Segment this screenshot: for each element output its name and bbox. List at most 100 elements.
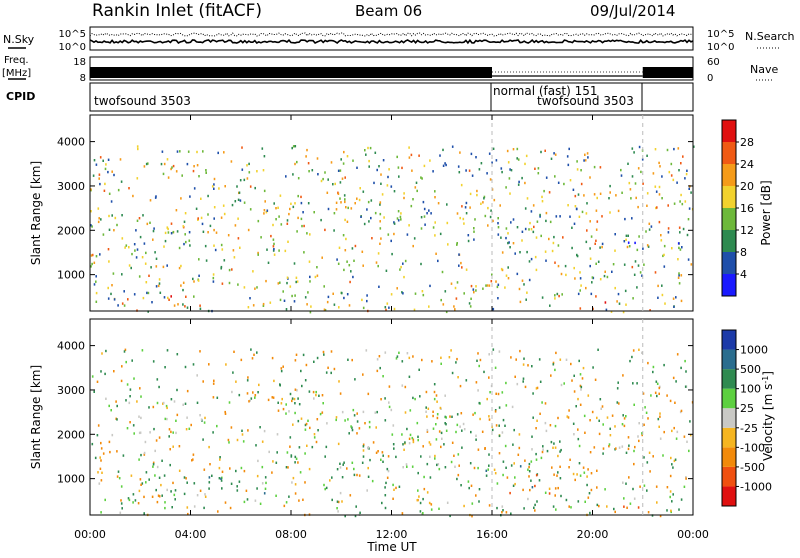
scatter-cell (669, 474, 672, 478)
scatter-cell (627, 447, 630, 451)
region-3-cell (102, 233, 105, 236)
scatter-cell (171, 506, 173, 509)
scatter-cell (419, 501, 422, 505)
scatter-cell (340, 158, 342, 161)
scatter-cell (163, 245, 165, 248)
scatter-cell (297, 177, 300, 180)
scatter-cell (99, 156, 102, 159)
region-8-cell (606, 275, 609, 279)
scatter-cell (428, 501, 431, 505)
scatter-cell (309, 233, 311, 236)
scatter-cell (460, 183, 463, 187)
scatter-cell (455, 297, 458, 300)
scatter-cell (553, 442, 555, 445)
scatter-cell (286, 276, 289, 279)
scatter-cell (528, 470, 531, 473)
scatter-cell (354, 514, 357, 518)
scatter-cell (100, 459, 102, 462)
scatter-cell (637, 435, 639, 438)
scatter-cell (218, 466, 221, 470)
scatter-cell (287, 466, 289, 469)
region-3-cell (307, 419, 309, 422)
scatter-cell (534, 503, 536, 507)
region-11-cell (677, 242, 680, 245)
scatter-cell (557, 264, 560, 268)
scatter-cell (366, 299, 368, 303)
region-8-cell (500, 267, 503, 271)
scatter-cell (507, 277, 510, 280)
scatter-cell (595, 295, 597, 298)
region-6-cell (413, 237, 416, 240)
scatter-cell (188, 239, 191, 242)
scatter-cell (514, 252, 516, 255)
scatter-cell (627, 162, 629, 165)
scatter-cell (640, 170, 642, 174)
scatter-cell (561, 293, 563, 296)
scatter-cell (586, 475, 588, 478)
scatter-cell (504, 286, 506, 289)
scatter-cell (344, 514, 346, 518)
scatter-cell (540, 456, 543, 460)
scatter-cell (365, 153, 367, 156)
region-4-cell (260, 236, 262, 239)
scatter-cell (659, 514, 662, 518)
scatter-cell (456, 413, 459, 416)
x-tick-label: 04:00 (175, 528, 207, 541)
region-4-cell (197, 218, 199, 221)
scatter-cell (670, 174, 673, 177)
scatter-cell (90, 210, 92, 213)
scatter-cell (678, 169, 680, 172)
scatter-cell (341, 291, 343, 295)
scatter-cell (135, 229, 137, 232)
scatter-cell (533, 225, 535, 229)
scatter-cell (432, 410, 434, 413)
scatter-cell (99, 467, 102, 470)
scatter-cell (523, 283, 525, 286)
region-11-cell (627, 234, 629, 237)
scatter-cell (671, 463, 673, 466)
velocity-colorbar-label: 25 (740, 402, 754, 415)
scatter-cell (327, 366, 329, 369)
region-7-cell (421, 290, 424, 293)
scatter-cell (164, 501, 166, 504)
scatter-cell (544, 250, 547, 253)
scatter-cell (393, 488, 395, 491)
scatter-cell (535, 458, 538, 461)
scatter-cell (293, 300, 296, 303)
scatter-cell (545, 211, 548, 215)
region-3-cell (166, 264, 168, 267)
scatter-cell (579, 403, 582, 406)
scatter-cell (133, 377, 135, 380)
scatter-cell (658, 161, 660, 165)
scatter-cell (470, 284, 473, 288)
scatter-cell (487, 224, 489, 227)
scatter-cell (646, 244, 649, 247)
region-3-cell (180, 264, 182, 268)
scatter-cell (412, 355, 414, 358)
scatter-cell (671, 429, 673, 433)
region-3-cell (188, 427, 191, 430)
scatter-cell (434, 234, 436, 237)
scatter-cell (524, 459, 526, 462)
scatter-cell (675, 380, 677, 383)
scatter-cell (410, 153, 413, 157)
region-4-cell (429, 476, 432, 479)
scatter-cell (135, 256, 138, 259)
scatter-cell (588, 492, 591, 495)
region-4-cell (232, 249, 235, 252)
scatter-cell (573, 390, 576, 393)
scatter-cell (136, 248, 139, 251)
scatter-cell (138, 217, 141, 220)
scatter-cell (192, 277, 194, 281)
scatter-cell (222, 204, 225, 207)
scatter-cell (356, 166, 358, 169)
scatter-cell (673, 426, 675, 430)
scatter-cell (91, 442, 94, 446)
freq-unit-label: [MHz] (2, 68, 31, 79)
scatter-cell (646, 489, 648, 492)
scatter-cell (477, 466, 479, 470)
scatter-cell (505, 511, 508, 514)
scatter-cell (171, 166, 173, 169)
region-4-cell (237, 237, 240, 240)
